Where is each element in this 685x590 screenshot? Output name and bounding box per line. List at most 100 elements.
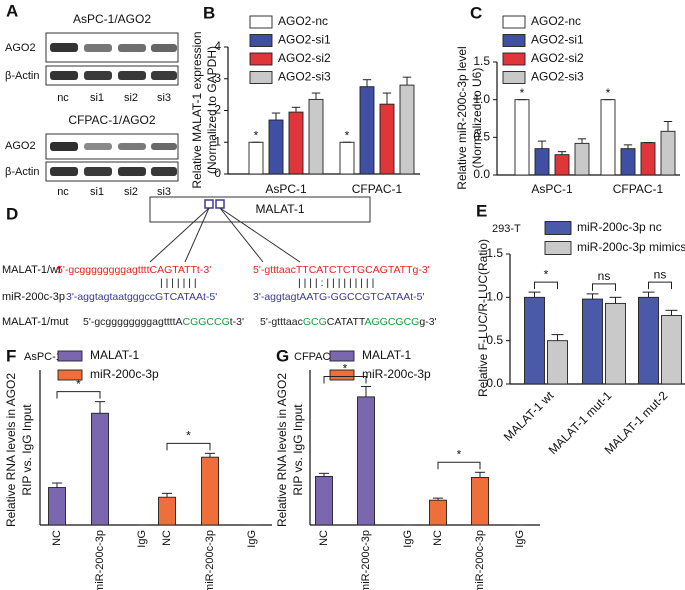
x-tick-label: IgG	[514, 530, 526, 548]
connector	[219, 207, 301, 263]
bar	[640, 142, 656, 176]
row-name: miR-200c-3p	[2, 291, 65, 303]
x-tick-label: miR-200c-3p	[360, 530, 372, 590]
blot-band	[50, 142, 78, 151]
y-axis-label: (Normalized to U6)	[470, 68, 484, 169]
significance-bracket	[648, 281, 672, 290]
annotation: *	[345, 128, 350, 142]
bar	[524, 296, 545, 385]
bar	[268, 119, 284, 175]
lane-label: si2	[124, 186, 138, 198]
y-axis-label: Relative F-LUC/R-LUC(Ratio)	[476, 239, 490, 397]
legend-swatch	[544, 221, 572, 235]
x-tick-label: NC	[51, 530, 63, 546]
bar	[574, 142, 590, 176]
row-label: AGO2	[5, 140, 36, 152]
x-tick-label: NC	[432, 530, 444, 546]
sequence: 5'-gcggggggggagttttCAGTATTt-3'	[57, 264, 211, 276]
y-tick-label: 1.5	[473, 54, 490, 68]
legend-swatch	[502, 52, 526, 66]
bar	[605, 302, 626, 385]
legend-swatch	[329, 350, 355, 362]
y-tick-label: 2	[214, 103, 221, 117]
y-tick-label: 1.0	[486, 290, 503, 304]
bar	[315, 475, 333, 526]
y-tick-label: 3	[214, 71, 221, 85]
blot-band	[151, 71, 177, 80]
legend-label: MALAT-1	[90, 348, 139, 362]
row-name: MALAT-1/wt	[2, 264, 61, 276]
x-tick-label: NC	[161, 530, 173, 546]
significance-bracket	[534, 281, 558, 290]
bar	[248, 141, 264, 175]
blot-band	[50, 71, 78, 80]
lane-label: si3	[157, 186, 171, 198]
blot-frame	[45, 161, 179, 182]
sequence: 5'-gtttaacGCGCATATTAGGCGCGg-3'	[260, 316, 437, 328]
seq-part: 5'-gcggggggggagttttCAGTATTt-3'	[57, 264, 211, 276]
legend-label: AGO2-si1	[531, 33, 584, 47]
x-tick-label: IgG	[136, 530, 148, 548]
panel-a: A AsPC-1/AGO2 AGO2 β-Actin nc si1 si2 si…	[5, 1, 179, 198]
bar	[359, 86, 375, 175]
y-axis-label: Relative RNA levels in AGO2	[4, 373, 18, 527]
row-label: β-Actin	[5, 166, 39, 178]
legend-label: miR-200c-3p nc	[577, 220, 662, 234]
site-marker	[204, 199, 214, 209]
sequence: 5'-gcggggggggagttttACGGCCGt-3'	[83, 316, 244, 328]
x-tick-label: AsPC-1	[531, 182, 573, 196]
y-tick-label: 1.0	[473, 92, 490, 106]
chart-panel: B Relative MALAT-1 expression (Normalized …	[190, 3, 420, 196]
legend-swatch	[502, 15, 526, 29]
gene-label: MALAT-1	[255, 202, 304, 216]
legend-label: AGO2-si3	[531, 70, 584, 84]
panel-d: D MALAT-1 MALAT-1/wt 5'-gcggggggggagtttt…	[2, 196, 437, 328]
seq-part: t-3'	[230, 316, 244, 328]
legend-swatch	[249, 71, 273, 84]
legend-swatch	[502, 71, 526, 84]
blot-title: CFPAC-1/AGO2	[68, 113, 155, 127]
chart-panel: F AsPC-1 Relative RNA levels in AGO2 RIP vs…	[4, 346, 272, 590]
row-name: MALAT-1/mut	[2, 316, 68, 328]
legend-swatch	[249, 52, 273, 66]
y-axis-label: Relative MALAT-1 expression	[190, 31, 204, 188]
y-tick-label: 0.0	[473, 167, 490, 181]
annotation: *	[76, 377, 81, 391]
significance-bracket	[56, 391, 101, 399]
significance-bracket	[166, 442, 211, 451]
seq-part: 3'-aggtagtAATG-GGCCGTCATAAt-5'	[253, 291, 424, 303]
connector	[184, 207, 210, 263]
pairing: | | | | : | | | | | | | | |	[298, 277, 374, 289]
significance-bracket	[592, 283, 616, 291]
bar	[357, 396, 375, 526]
panel-subtitle: AsPC-1	[24, 351, 62, 363]
row-label: AGO2	[5, 42, 36, 54]
seq-part: 5'-gcggggggggagttttA	[83, 316, 183, 328]
legend-swatch	[249, 34, 273, 47]
lane-label: nc	[57, 186, 69, 198]
bar	[429, 499, 447, 526]
lane-label: si3	[157, 92, 171, 104]
legend-label: AGO2-si3	[278, 70, 331, 84]
x-tick-label: miR-200c-3p	[474, 530, 486, 590]
lane-label: nc	[57, 92, 69, 104]
y-axis-label: Relative miR-200c-3p level	[455, 46, 469, 189]
bar	[620, 148, 636, 176]
significance-bracket	[323, 376, 367, 384]
y-axis-label: RIP vs. IgG Input	[291, 404, 305, 496]
bar	[308, 98, 324, 175]
seq-part: g-3'	[419, 316, 436, 328]
significance-bracket	[437, 461, 481, 470]
legend-swatch	[57, 350, 83, 362]
blot-band	[84, 167, 112, 176]
lane-label: si2	[124, 92, 138, 104]
blot-band	[84, 143, 112, 150]
panel-letter: C	[470, 3, 482, 22]
x-tick-label: CFPAC-1	[613, 182, 664, 196]
x-tick-label: miR-200c-3p	[94, 530, 106, 590]
legend-swatch	[544, 241, 572, 255]
blot-band	[151, 44, 177, 52]
blot-title: AsPC-1/AGO2	[73, 12, 151, 26]
bar	[661, 315, 682, 385]
